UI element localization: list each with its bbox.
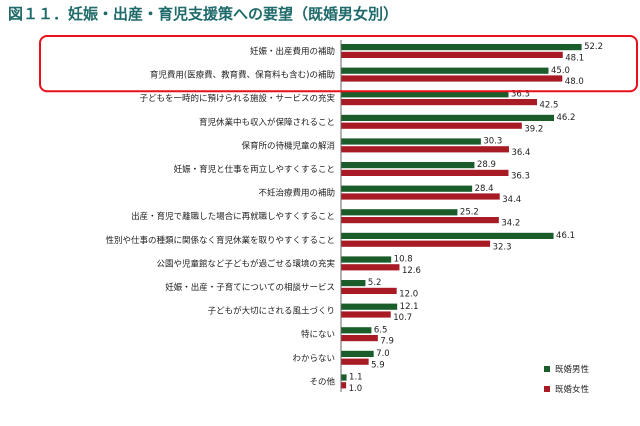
value-label-female: 48.0 xyxy=(565,77,584,87)
bar-female xyxy=(341,311,391,318)
bar-male xyxy=(341,185,473,192)
category-label: 妊娠・出産費用の補助 xyxy=(250,46,335,57)
bar-male xyxy=(341,350,374,357)
bar-male xyxy=(341,374,347,381)
value-label-female: 36.3 xyxy=(511,172,530,182)
value-label-male: 10.8 xyxy=(394,255,413,265)
value-label-male: 46.1 xyxy=(556,231,575,241)
category-label: 保育所の待機児童の解消 xyxy=(241,140,335,151)
bar-male xyxy=(341,327,372,334)
value-label-male: 46.2 xyxy=(557,113,576,123)
value-label-female: 5.9 xyxy=(371,360,385,370)
bar-male xyxy=(341,209,458,216)
highlight-box xyxy=(39,35,638,93)
value-label-female: 36.4 xyxy=(511,148,530,158)
legend-swatch-female xyxy=(544,386,550,392)
bar-female xyxy=(341,264,400,271)
bar-male xyxy=(341,162,475,169)
bar-female xyxy=(341,122,522,129)
value-label-male: 45.0 xyxy=(551,66,570,76)
bar-female xyxy=(341,169,509,176)
legend-label-male: 既婚男性 xyxy=(555,365,590,375)
value-label-female: 34.2 xyxy=(501,219,520,229)
value-label-male: 25.2 xyxy=(460,207,479,217)
bar-female xyxy=(341,146,509,153)
bar-male xyxy=(341,280,366,287)
bar-female xyxy=(341,99,537,106)
value-label-female: 12.0 xyxy=(399,290,418,300)
bar-male xyxy=(341,67,549,74)
category-label: 妊娠・出産・子育てについての相談サービス xyxy=(165,282,335,293)
value-label-male: 7.0 xyxy=(376,349,390,359)
bar-male xyxy=(341,114,555,121)
value-label-male: 52.2 xyxy=(584,42,603,52)
bar-male xyxy=(341,138,481,145)
bar-male xyxy=(341,232,554,239)
bar-female xyxy=(341,358,369,365)
bar-female xyxy=(341,335,378,342)
value-label-female: 48.1 xyxy=(565,54,584,64)
value-label-female: 12.6 xyxy=(402,266,421,276)
value-label-female: 42.5 xyxy=(540,101,559,111)
value-label-male: 28.9 xyxy=(477,160,496,170)
category-label: 育児休業中も収入が保障されること xyxy=(199,117,335,128)
bar-male xyxy=(341,44,582,51)
legend-label-female: 既婚女性 xyxy=(555,385,590,395)
value-label-male: 6.5 xyxy=(374,325,388,335)
category-label: その他 xyxy=(309,376,335,387)
category-label: 子どもを一時的に預けられる施設・サービスの充実 xyxy=(139,93,335,104)
legend: 既婚男性 既婚女性 xyxy=(544,362,589,402)
category-label: 子どもが大切にされる風土づくり xyxy=(208,306,335,317)
category-label: 特にない xyxy=(301,329,335,340)
value-label-male: 12.1 xyxy=(400,302,419,312)
value-label-female: 32.3 xyxy=(493,242,512,252)
category-label: 妊娠・育児と仕事を両立しやすくすること xyxy=(174,164,335,175)
bar-male xyxy=(341,91,509,98)
legend-swatch-male xyxy=(544,366,550,372)
category-label: 公園や児童館など子どもが過ごせる環境の充実 xyxy=(156,258,335,269)
bar-female xyxy=(341,382,347,389)
value-label-female: 34.4 xyxy=(502,195,521,205)
value-label-male: 36.3 xyxy=(511,89,530,99)
value-label-female: 1.0 xyxy=(349,384,363,394)
category-label: 性別や仕事の種類に関係なく育児休業を取りやすくすること xyxy=(105,235,335,246)
bar-male xyxy=(341,303,398,310)
category-label: 不妊治療費用の補助 xyxy=(258,188,335,199)
legend-item-male: 既婚男性 xyxy=(544,362,589,376)
bar-female xyxy=(341,193,500,200)
category-label: わからない xyxy=(292,354,335,364)
value-label-female: 7.9 xyxy=(380,337,394,347)
value-label-male: 5.2 xyxy=(368,278,382,288)
bar-female xyxy=(341,75,563,82)
bar-female xyxy=(341,51,563,58)
value-label-male: 1.1 xyxy=(349,373,363,383)
value-label-male: 28.4 xyxy=(475,184,494,194)
bar-female xyxy=(341,240,491,247)
category-label: 出産・育児で離職した場合に再就職しやすくすること xyxy=(131,211,335,222)
value-label-female: 10.7 xyxy=(393,313,412,323)
legend-item-female: 既婚女性 xyxy=(544,382,589,396)
bar-female xyxy=(341,287,397,294)
bar-female xyxy=(341,217,499,224)
value-label-female: 39.2 xyxy=(524,124,543,134)
bar-male xyxy=(341,256,392,263)
value-label-male: 30.3 xyxy=(483,137,502,147)
category-label: 育児費用(医療費、教育費、保育料も含む)の補助 xyxy=(150,70,335,81)
chart-title: 図１１．妊娠・出産・育児支援策への要望（既婚男女別） xyxy=(8,5,399,23)
